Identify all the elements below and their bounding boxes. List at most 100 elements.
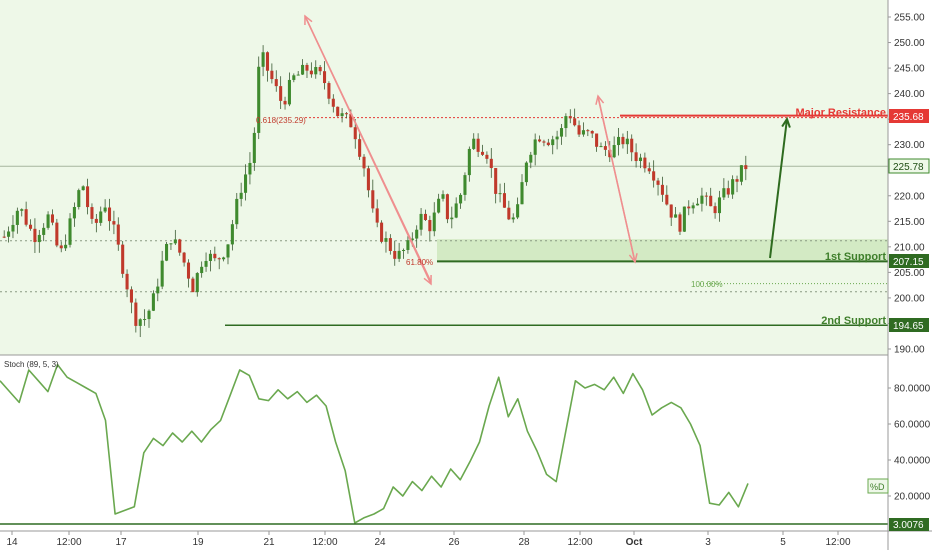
time-tick-label: 24 [374, 537, 386, 548]
candle-body-162 [713, 206, 717, 214]
candle-body-20 [90, 207, 94, 219]
candle-body-4 [20, 209, 24, 211]
candle-body-15 [68, 218, 72, 245]
candle-body-53 [235, 198, 239, 225]
price-tick-label: 205.00 [894, 268, 925, 279]
candle-body-79 [349, 113, 353, 128]
candle-body-146 [643, 157, 647, 169]
price-tick-label: 190.00 [894, 345, 925, 356]
candle-body-151 [665, 194, 669, 205]
second-support-price: 194.65 [893, 321, 924, 332]
osc-tick-label: 60.0000 [894, 420, 931, 431]
candle-body-115 [507, 207, 511, 220]
time-tick-label: 12:00 [56, 537, 81, 548]
candle-body-124 [546, 142, 550, 146]
candle-body-64 [283, 100, 287, 105]
time-tick-label: 21 [263, 537, 275, 548]
candle-body-35 [156, 286, 160, 294]
candle-body-123 [542, 141, 546, 143]
price-tick-label: 200.00 [894, 293, 925, 304]
candle-body-42 [186, 262, 191, 279]
candle-body-27 [121, 244, 125, 274]
second-support-badge [889, 318, 929, 332]
candle-body-117 [516, 204, 520, 218]
candle-body-135 [595, 133, 599, 147]
candle-body-12 [55, 222, 59, 246]
price-tick-label: 210.00 [894, 242, 925, 253]
major-resistance-label: Major Resistance [796, 107, 886, 119]
candle-body-59 [261, 52, 265, 67]
candle-body-111 [489, 158, 493, 169]
candle-body-46 [204, 260, 208, 267]
second-support-label: 2nd Support [821, 315, 886, 327]
candle-body-69 [305, 64, 309, 71]
candle-body-51 [226, 244, 230, 258]
candle-body-0 [2, 236, 6, 238]
candle-body-150 [660, 184, 664, 195]
candle-body-49 [217, 258, 221, 260]
candle-body-55 [244, 174, 248, 193]
candle-body-143 [630, 138, 634, 153]
time-tick-label: 28 [518, 537, 530, 548]
fib-618-bottom-label: 61.80% [406, 258, 433, 267]
candle-body-48 [213, 253, 217, 259]
stochastic-line [0, 363, 749, 524]
support-zone [437, 239, 888, 262]
candle-body-43 [191, 278, 195, 293]
candle-body-82 [362, 156, 366, 169]
candle-body-153 [674, 214, 678, 218]
candle-body-164 [722, 188, 726, 198]
time-tick-label: 5 [780, 537, 786, 548]
fib-arrow-down-shaft [304, 15, 432, 285]
candle-body-168 [739, 165, 743, 182]
candle-body-98 [432, 212, 436, 232]
candle-body-72 [318, 66, 322, 72]
time-tick-label: 3 [705, 537, 711, 548]
candle-body-130 [573, 118, 577, 126]
target-arrow-head [781, 116, 791, 128]
candle-body-118 [520, 182, 524, 205]
candle-body-31 [138, 319, 142, 326]
candle-body-62 [274, 79, 278, 87]
candle-body-28 [125, 273, 129, 290]
candle-body-29 [129, 289, 133, 303]
candle-body-58 [257, 66, 261, 133]
candle-body-160 [704, 195, 708, 197]
candle-body-80 [353, 127, 357, 140]
candle-body-47 [208, 253, 212, 261]
fib-arrow-down-head [423, 274, 432, 286]
candle-body-7 [33, 228, 37, 243]
first-support-badge [889, 254, 929, 268]
candle-body-159 [700, 195, 704, 204]
candle-body-157 [691, 205, 695, 209]
candle-body-5 [24, 209, 28, 225]
candle-body-132 [581, 130, 585, 135]
candle-body-112 [494, 168, 498, 194]
candle-body-40 [178, 239, 182, 253]
time-tick-label: 12:00 [312, 537, 337, 548]
candle-body-165 [726, 188, 730, 195]
candle-body-148 [652, 171, 656, 181]
candle-body-32 [143, 319, 147, 321]
candle-body-141 [621, 136, 625, 145]
candle-body-113 [498, 193, 502, 195]
candle-body-52 [230, 224, 234, 245]
candle-body-41 [182, 252, 186, 263]
candle-body-61 [270, 70, 274, 80]
candle-body-83 [366, 168, 370, 191]
candle-body-109 [480, 151, 485, 155]
candle-body-93 [410, 238, 414, 241]
first-support-price: 207.15 [893, 257, 924, 268]
swing-arrow-up-shaft [597, 95, 636, 263]
candle-body-134 [590, 130, 594, 134]
candle-body-9 [42, 227, 46, 235]
candle-body-110 [485, 154, 489, 159]
first-support-label: 1st Support [825, 251, 886, 263]
candle-body-99 [437, 198, 441, 213]
candle-body-75 [331, 98, 335, 107]
price-tick-label: 240.00 [894, 89, 925, 100]
candle-body-34 [151, 293, 155, 311]
candle-body-66 [292, 75, 296, 80]
